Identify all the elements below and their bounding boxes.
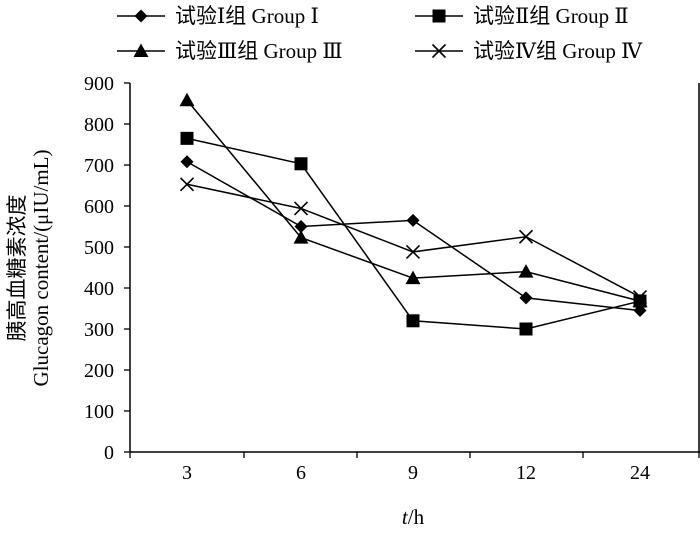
x-ticks: 3 6 9 12 24 — [129, 452, 700, 484]
data-point — [406, 314, 420, 328]
legend-marker — [432, 9, 446, 23]
data-point — [180, 155, 194, 169]
data-point — [179, 177, 195, 192]
data-point — [179, 92, 195, 107]
y-tick-label: 700 — [84, 155, 114, 177]
y-tick-label: 800 — [84, 114, 114, 136]
x-tick-label: 6 — [296, 462, 306, 484]
x-axis-label-unit: /h — [408, 505, 425, 529]
data-point — [294, 220, 308, 233]
data-point — [519, 322, 533, 336]
x-tick-label: 9 — [408, 462, 418, 484]
legend-item: 试验Ⅱ组 Group Ⅱ — [415, 4, 629, 28]
legend-label: 试验Ⅲ组 Group Ⅲ — [175, 39, 343, 63]
y-tick-label: 0 — [104, 442, 114, 464]
data-point — [293, 230, 309, 244]
data-point — [632, 289, 648, 305]
legend-item: 试验Ⅰ组 Group Ⅰ — [117, 4, 319, 28]
axes — [129, 83, 700, 453]
data-point — [293, 201, 309, 216]
series-line — [186, 161, 641, 312]
legend: 试验Ⅰ组 Group Ⅰ 试验Ⅱ组 Group Ⅱ 试验Ⅲ组 Group Ⅲ 试验Ⅳ组… — [117, 4, 643, 63]
data-point — [405, 270, 421, 285]
x-axis-label-variable: t — [402, 505, 409, 529]
data-point — [518, 264, 534, 278]
series-3 — [179, 92, 648, 308]
series-2 — [180, 131, 647, 336]
legend-marker — [134, 9, 148, 23]
y-tick-label: 600 — [84, 196, 114, 218]
data-point — [406, 213, 420, 227]
data-point — [294, 157, 308, 171]
x-tick-label: 3 — [182, 462, 192, 484]
data-point — [632, 293, 648, 308]
legend-marker — [431, 43, 447, 59]
x-tick-label: 24 — [630, 462, 650, 484]
x-tick-label: 12 — [516, 462, 536, 484]
y-axis-label-english: Glucagon content/(μIU/mL) — [29, 150, 53, 387]
y-ticks: 0 100 200 300 400 500 600 700 800 900 — [84, 73, 130, 464]
y-tick-label: 400 — [84, 278, 114, 300]
y-axis-label-chinese: 胰高血糖素浓度 — [5, 195, 29, 342]
y-tick-label: 200 — [84, 360, 114, 382]
legend-label: 试验Ⅱ组 Group Ⅱ — [473, 4, 629, 28]
legend-item: 试验Ⅳ组 Group Ⅳ — [415, 39, 643, 63]
y-tick-label: 300 — [84, 319, 114, 341]
y-tick-label: 900 — [84, 73, 114, 95]
y-tick-label: 500 — [84, 237, 114, 259]
series-4 — [179, 177, 648, 305]
legend-item: 试验Ⅲ组 Group Ⅲ — [117, 39, 343, 63]
series-group — [179, 92, 648, 336]
x-axis-label: t/h — [402, 505, 425, 529]
series-1 — [180, 155, 647, 318]
legend-marker — [133, 43, 149, 57]
series-line — [186, 137, 641, 330]
y-tick-label: 100 — [84, 401, 114, 423]
data-point — [405, 244, 421, 259]
data-point — [518, 229, 534, 244]
legend-label: 试验Ⅳ组 Group Ⅳ — [473, 39, 643, 63]
data-point — [180, 131, 194, 145]
data-point — [519, 291, 533, 305]
legend-label: 试验Ⅰ组 Group Ⅰ — [175, 4, 319, 28]
